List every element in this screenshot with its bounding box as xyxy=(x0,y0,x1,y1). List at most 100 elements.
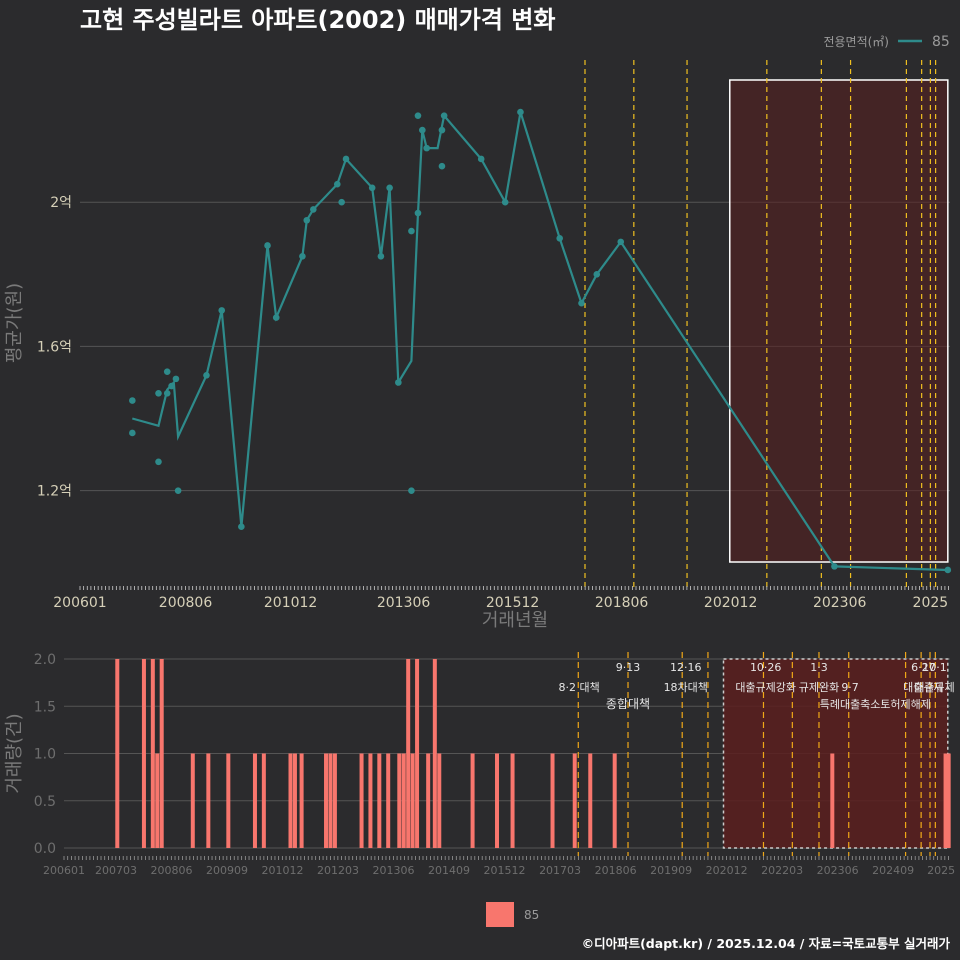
volume-bar xyxy=(401,753,406,848)
data-point xyxy=(272,314,280,321)
x-tick-label: 201306 xyxy=(373,864,415,877)
policy-annotation: 18차대책 xyxy=(664,681,708,694)
chart-title: 고현 주성빌라트 아파트(2002) 매매가격 변화 xyxy=(80,6,555,34)
data-point xyxy=(238,523,245,531)
series-line-85 xyxy=(132,111,948,572)
data-point xyxy=(386,184,393,192)
x-tick-label: 200601 xyxy=(43,864,85,877)
y-tick-label: 0.5 xyxy=(34,794,56,810)
x-tick-label: 202012 xyxy=(704,595,757,611)
volume-bar xyxy=(190,753,195,848)
policy-annotation: 대출규제강화 xyxy=(735,681,796,694)
highlight-region xyxy=(729,79,949,563)
volume-bar xyxy=(206,753,211,848)
x-tick-label: 200806 xyxy=(159,595,213,611)
x-tick-label: 201012 xyxy=(262,864,304,877)
data-point xyxy=(395,379,402,386)
data-point xyxy=(438,162,446,170)
x-tick-label: 200806 xyxy=(150,864,192,877)
x-tick-label: 201203 xyxy=(317,864,359,877)
volume-bar xyxy=(324,753,329,848)
volume-bar xyxy=(386,753,391,848)
x-tick-label: 200703 xyxy=(95,864,137,877)
volume-bar xyxy=(292,753,297,848)
volume-bar xyxy=(288,753,293,848)
data-point xyxy=(218,307,226,314)
x-tick-label: 201409 xyxy=(428,864,470,877)
data-point xyxy=(617,238,625,246)
data-point xyxy=(264,242,271,249)
volume-bar xyxy=(150,659,155,848)
volume-bar xyxy=(588,753,593,848)
x-tick-label: 200909 xyxy=(206,864,248,877)
x-tick-label: 201703 xyxy=(539,864,581,877)
top-legend-label: 85 xyxy=(932,34,950,50)
policy-annotation: 9·7 xyxy=(841,681,859,694)
volume-bar xyxy=(415,659,420,848)
policy-annotation: 종합대책 xyxy=(606,696,650,711)
data-point xyxy=(368,184,376,192)
volume-bar xyxy=(410,753,415,848)
bottom-legend: 85 xyxy=(486,902,539,927)
volume-bar xyxy=(510,753,515,848)
volume-bar xyxy=(159,659,164,848)
policy-annotation: 대출규제 xyxy=(914,681,954,694)
data-point xyxy=(477,155,485,163)
policy-annotation: 9·13 xyxy=(616,661,641,674)
volume-bar xyxy=(432,659,437,848)
volume-bar xyxy=(252,753,257,848)
price-chart-panel: 1.2억 1.6억 2억 200601 200806 201012 201306 201512… xyxy=(4,60,952,631)
policy-annotation: 1·3 xyxy=(810,661,828,674)
x-tick-label: 200601 xyxy=(53,595,106,611)
data-point xyxy=(168,382,175,390)
data-point xyxy=(419,126,426,134)
y-tick-label: 1.5 xyxy=(34,699,56,715)
data-point xyxy=(578,299,585,307)
data-point xyxy=(414,112,422,119)
x-tick-label: 201306 xyxy=(377,595,431,611)
data-point xyxy=(155,390,162,397)
volume-bar xyxy=(495,753,500,848)
y-axis-label: 평균가(원) xyxy=(4,283,25,363)
y-tick-label: 1.6억 xyxy=(37,339,72,355)
volume-bar xyxy=(368,753,373,848)
volume-bar xyxy=(550,753,555,848)
volume-bar xyxy=(328,753,333,848)
highlight-region xyxy=(722,658,949,849)
data-point xyxy=(172,375,180,383)
volume-bar xyxy=(830,753,835,848)
policy-annotation: 12·16 xyxy=(670,661,702,674)
data-point xyxy=(342,155,350,163)
volume-bar xyxy=(359,753,364,848)
x-axis-ticks xyxy=(63,856,949,860)
data-point xyxy=(163,368,171,375)
data-point xyxy=(377,252,385,260)
y-tick-label: 2.0 xyxy=(34,652,56,668)
bottom-legend-swatch xyxy=(486,902,514,927)
data-point xyxy=(438,126,446,134)
x-tick-label: 201806 xyxy=(595,864,637,877)
volume-bar xyxy=(943,753,948,848)
y-tick-label: 2억 xyxy=(50,195,72,211)
volume-bar xyxy=(115,659,120,848)
top-legend: 전용면적(㎡) 85 xyxy=(823,34,949,50)
data-point xyxy=(203,371,210,379)
data-point xyxy=(129,429,136,437)
x-tick-label: 202409 xyxy=(872,864,914,877)
x-tick-label: 202203 xyxy=(761,864,803,877)
volume-bar xyxy=(397,753,402,848)
volume-bar xyxy=(572,753,577,848)
data-point xyxy=(408,487,415,494)
x-tick-label: 2025 xyxy=(927,864,955,877)
y-tick-label: 1.2억 xyxy=(37,484,72,500)
top-legend-title: 전용면적(㎡) xyxy=(823,35,889,49)
bottom-legend-label: 85 xyxy=(524,908,539,922)
x-tick-label: 202306 xyxy=(813,595,867,611)
x-tick-label: 201512 xyxy=(486,595,539,611)
volume-chart-panel: 0.0 0.5 1.0 1.5 2.0 200601 200703 200806 200909 2… xyxy=(4,652,955,877)
y-tick-label: 1.0 xyxy=(34,747,56,763)
data-point xyxy=(163,390,171,397)
data-point xyxy=(501,198,509,206)
x-tick-label: 202306 xyxy=(817,864,859,877)
